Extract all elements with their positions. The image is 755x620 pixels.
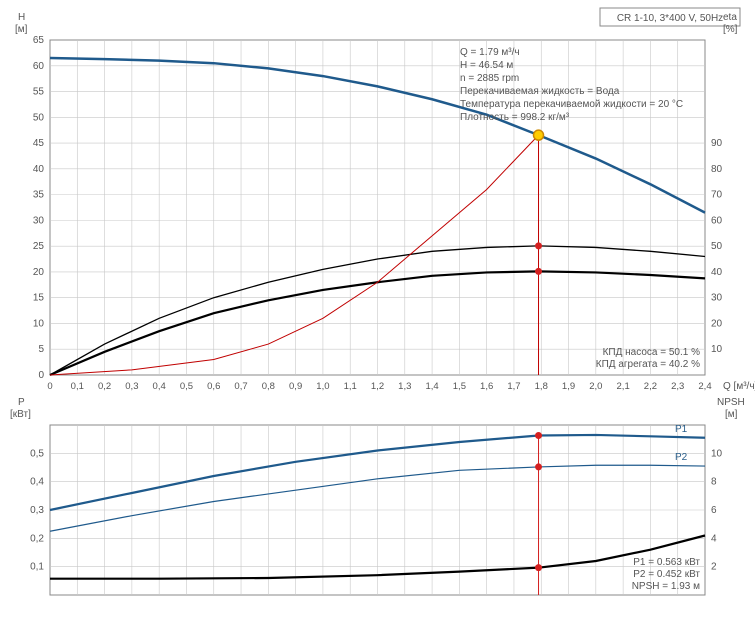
info-line: Температура перекачиваемой жидкости = 20… [460,99,683,110]
info-line: n = 2885 rpm [460,73,519,84]
chart-svg: CR 1-10, 3*400 V, 50Hz051015202530354045… [0,0,755,620]
eta-tick: 10 [711,344,723,355]
p-tick: 0,5 [30,448,44,459]
result-label: NPSH = 1.93 м [632,581,700,592]
h-tick: 30 [33,215,45,226]
h-tick: 20 [33,267,45,278]
npsh-tick: 4 [711,533,717,544]
duty-line [50,135,539,375]
svg-text:[кВт]: [кВт] [10,409,31,420]
x-tick: 0,8 [262,381,275,392]
eta-tick: 30 [711,293,723,304]
x-tick: 1,7 [507,381,520,392]
p-tick: 0,1 [30,562,44,573]
h-tick: 55 [33,87,45,98]
eta-unit-label: КПД агрегата = 40.2 % [596,359,700,370]
svg-text:[м]: [м] [15,24,28,35]
eta-tick: 20 [711,318,723,329]
npsh-tick: 8 [711,477,717,488]
x-tick: 2,0 [589,381,602,392]
p-tick: 0,2 [30,533,44,544]
x-tick: 0,5 [180,381,193,392]
eta-tick: 90 [711,138,723,149]
pump-chart-container: CR 1-10, 3*400 V, 50Hz051015202530354045… [0,0,755,620]
info-line: Q = 1.79 м³/ч [460,47,520,58]
x-tick: 1,5 [453,381,466,392]
red-dot [535,268,542,275]
h-tick: 35 [33,190,45,201]
eta-tick: 50 [711,241,723,252]
x-tick: 1,3 [398,381,411,392]
x-tick: 1,4 [425,381,438,392]
x-tick: 1,8 [535,381,548,392]
h-tick: 50 [33,112,45,123]
result-label: P2 = 0.452 кВт [633,569,700,580]
h-tick: 15 [33,293,45,304]
x-tick: 2,4 [698,381,711,392]
p-tick: 0,4 [30,477,44,488]
npsh-tick: 6 [711,505,717,516]
eta-tick: 70 [711,190,723,201]
h-tick: 60 [33,61,45,72]
x-tick: 0,9 [289,381,302,392]
npsh-tick: 10 [711,448,723,459]
duty-point-marker [534,130,544,140]
p-tick: 0,3 [30,505,44,516]
x-tick: 0,7 [234,381,247,392]
npsh-axis-label: NPSH [717,397,745,408]
h-tick: 10 [33,318,45,329]
h-tick: 40 [33,164,45,175]
result-label: P1 = 0.563 кВт [633,557,700,568]
info-line: Плотность = 998.2 кг/м³ [460,112,570,123]
h-axis-label: H [18,12,25,23]
x-tick: 0,3 [125,381,138,392]
eta-tick: 60 [711,215,723,226]
p1-label: P1 [675,424,688,435]
x-tick: 1,0 [316,381,329,392]
npsh-tick: 2 [711,562,717,573]
x-tick: 1,6 [480,381,493,392]
red-dot [535,242,542,249]
info-line: H = 46.54 м [460,60,513,71]
svg-text:[м]: [м] [725,409,738,420]
x-tick: 1,2 [371,381,384,392]
x-axis-label: Q [м³/ч] [723,381,755,392]
x-tick: 0 [47,381,52,392]
x-tick: 0,1 [71,381,84,392]
x-tick: 1,9 [562,381,575,392]
x-tick: 1,1 [344,381,357,392]
h-tick: 5 [38,344,44,355]
x-tick: 0,2 [98,381,111,392]
eta-pump-label: КПД насоса = 50.1 % [603,347,701,358]
x-tick: 2,2 [644,381,657,392]
p2-label: P2 [675,452,688,463]
title-text: CR 1-10, 3*400 V, 50Hz [617,13,723,24]
h-tick: 45 [33,138,45,149]
h-tick: 25 [33,241,45,252]
p-axis-label: P [18,397,25,408]
x-tick: 2,3 [671,381,684,392]
x-tick: 0,6 [207,381,220,392]
info-line: Перекачиваемая жидкость = Вода [460,86,620,97]
eta-tick: 40 [711,267,723,278]
h-tick: 65 [33,35,45,46]
eta-tick: 80 [711,164,723,175]
svg-text:[%]: [%] [723,24,738,35]
x-tick: 2,1 [617,381,630,392]
x-tick: 0,4 [153,381,166,392]
h-tick: 0 [38,370,44,381]
eta-axis-label: eta [723,12,737,23]
